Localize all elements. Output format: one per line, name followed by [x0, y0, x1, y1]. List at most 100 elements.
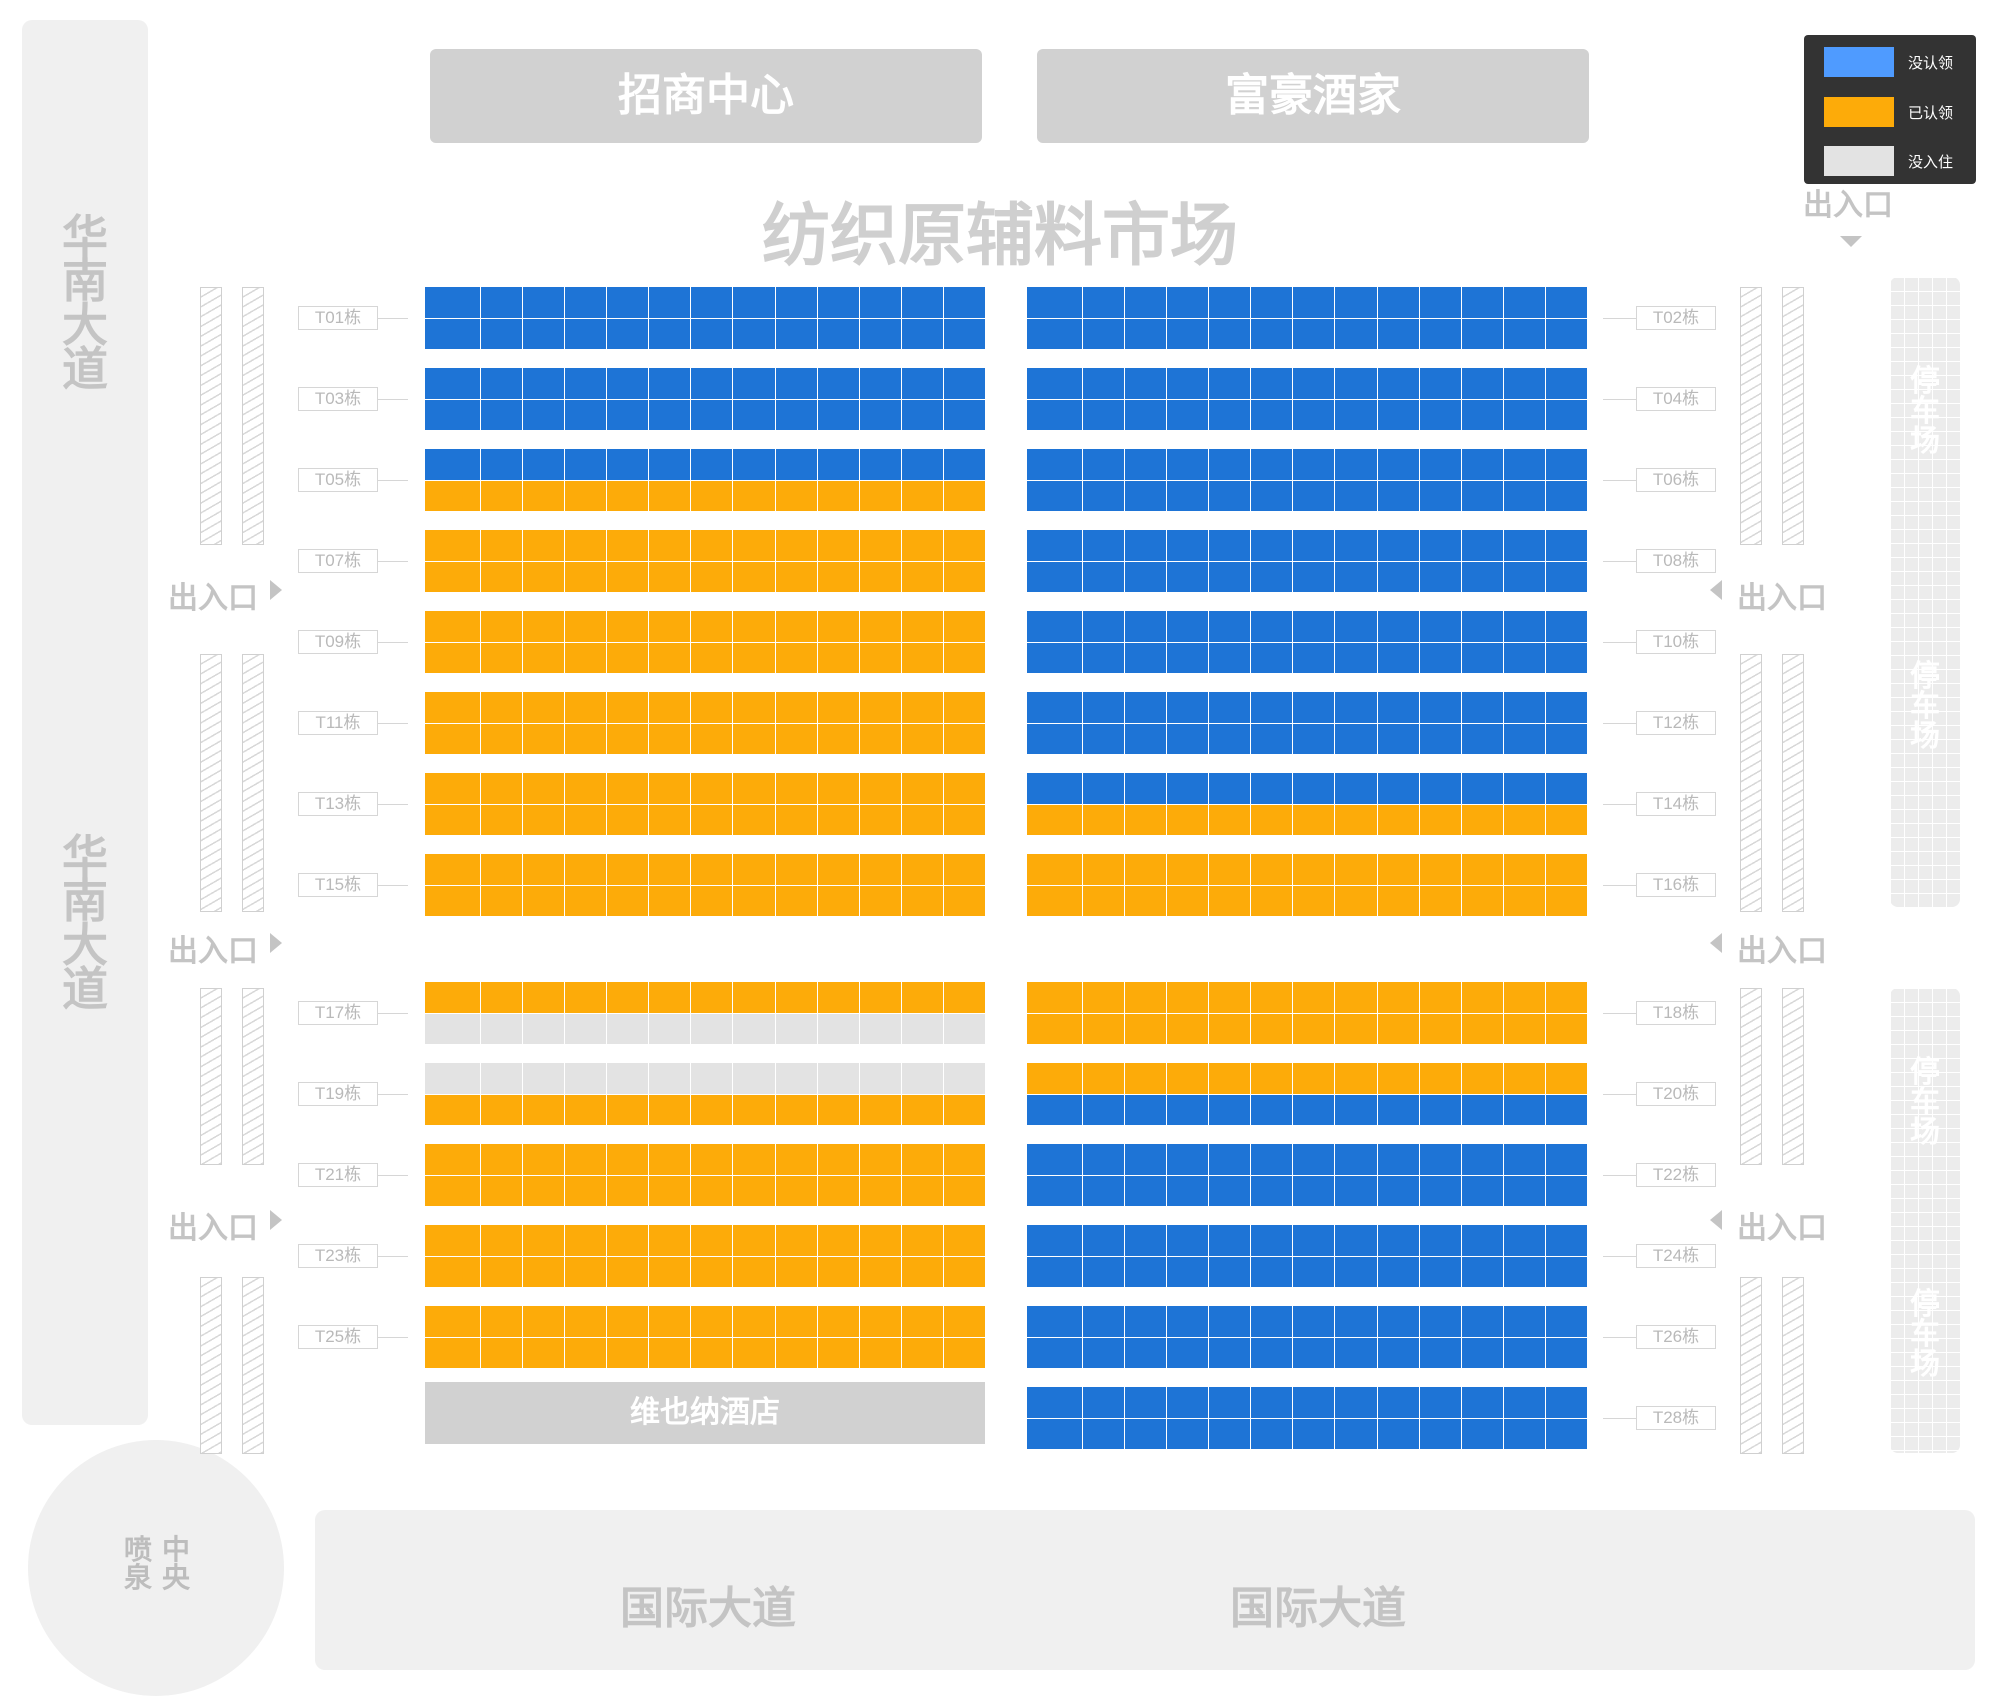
shop-unit[interactable] — [1419, 1144, 1461, 1175]
shop-unit[interactable] — [1293, 449, 1335, 480]
shop-unit[interactable] — [1125, 611, 1167, 642]
shop-unit[interactable] — [607, 1225, 649, 1256]
shop-unit[interactable] — [733, 561, 775, 592]
shop-unit[interactable] — [943, 1094, 985, 1125]
shop-unit[interactable] — [901, 399, 943, 430]
shop-unit[interactable] — [1461, 399, 1503, 430]
shop-unit[interactable] — [1377, 287, 1419, 318]
shop-unit[interactable] — [1167, 399, 1209, 430]
building-block-t13[interactable] — [425, 773, 985, 835]
shop-unit[interactable] — [1545, 449, 1587, 480]
shop-unit[interactable] — [775, 561, 817, 592]
shop-unit[interactable] — [1293, 561, 1335, 592]
shop-unit[interactable] — [1335, 854, 1377, 885]
shop-unit[interactable] — [1545, 1144, 1587, 1175]
shop-unit[interactable] — [565, 854, 607, 885]
shop-unit[interactable] — [1083, 804, 1125, 835]
shop-unit[interactable] — [691, 1225, 733, 1256]
shop-unit[interactable] — [607, 692, 649, 723]
shop-unit[interactable] — [733, 982, 775, 1013]
shop-unit[interactable] — [1461, 1256, 1503, 1287]
shop-unit[interactable] — [523, 1175, 565, 1206]
shop-unit[interactable] — [691, 287, 733, 318]
shop-unit[interactable] — [1335, 1063, 1377, 1094]
shop-unit[interactable] — [425, 530, 480, 561]
shop-unit[interactable] — [1167, 982, 1209, 1013]
shop-unit[interactable] — [817, 399, 859, 430]
shop-unit[interactable] — [1419, 885, 1461, 916]
shop-unit[interactable] — [1209, 318, 1251, 349]
shop-unit[interactable] — [1167, 368, 1209, 399]
shop-unit[interactable] — [1461, 318, 1503, 349]
shop-unit[interactable] — [817, 804, 859, 835]
shop-unit[interactable] — [691, 1063, 733, 1094]
shop-unit[interactable] — [817, 723, 859, 754]
shop-unit[interactable] — [1377, 318, 1419, 349]
shop-unit[interactable] — [1209, 1337, 1251, 1368]
shop-unit[interactable] — [649, 885, 691, 916]
shop-unit[interactable] — [1377, 561, 1419, 592]
shop-unit[interactable] — [1545, 982, 1587, 1013]
shop-unit[interactable] — [1335, 1256, 1377, 1287]
shop-unit[interactable] — [859, 642, 901, 673]
shop-unit[interactable] — [1125, 368, 1167, 399]
shop-unit[interactable] — [1027, 773, 1082, 804]
shop-unit[interactable] — [1461, 1094, 1503, 1125]
shop-unit[interactable] — [817, 480, 859, 511]
shop-unit[interactable] — [1167, 1063, 1209, 1094]
building-block-t16[interactable] — [1027, 854, 1587, 916]
shop-unit[interactable] — [1377, 530, 1419, 561]
shop-unit[interactable] — [1293, 1175, 1335, 1206]
shop-unit[interactable] — [1167, 1418, 1209, 1449]
shop-unit[interactable] — [607, 1144, 649, 1175]
shop-unit[interactable] — [565, 1306, 607, 1337]
shop-unit[interactable] — [1377, 368, 1419, 399]
shop-unit[interactable] — [1125, 449, 1167, 480]
shop-unit[interactable] — [1461, 723, 1503, 754]
shop-unit[interactable] — [817, 642, 859, 673]
shop-unit[interactable] — [901, 1063, 943, 1094]
shop-unit[interactable] — [1027, 561, 1082, 592]
shop-unit[interactable] — [817, 982, 859, 1013]
shop-unit[interactable] — [425, 561, 480, 592]
shop-unit[interactable] — [1167, 1225, 1209, 1256]
shop-unit[interactable] — [1293, 1144, 1335, 1175]
shop-unit[interactable] — [1419, 1256, 1461, 1287]
shop-unit[interactable] — [1209, 1094, 1251, 1125]
shop-unit[interactable] — [1545, 692, 1587, 723]
shop-unit[interactable] — [1027, 318, 1082, 349]
shop-unit[interactable] — [1377, 1144, 1419, 1175]
shop-unit[interactable] — [1027, 642, 1082, 673]
shop-unit[interactable] — [859, 723, 901, 754]
shop-unit[interactable] — [1209, 449, 1251, 480]
shop-unit[interactable] — [1083, 368, 1125, 399]
shop-unit[interactable] — [565, 723, 607, 754]
building-block-t20[interactable] — [1027, 1063, 1587, 1125]
shop-unit[interactable] — [1251, 1175, 1293, 1206]
shop-unit[interactable] — [1335, 368, 1377, 399]
shop-unit[interactable] — [1335, 723, 1377, 754]
shop-unit[interactable] — [607, 1337, 649, 1368]
shop-unit[interactable] — [1167, 773, 1209, 804]
shop-unit[interactable] — [1293, 642, 1335, 673]
shop-unit[interactable] — [1083, 1306, 1125, 1337]
shop-unit[interactable] — [901, 449, 943, 480]
shop-unit[interactable] — [565, 368, 607, 399]
shop-unit[interactable] — [775, 1144, 817, 1175]
shop-unit[interactable] — [733, 318, 775, 349]
shop-unit[interactable] — [1293, 1418, 1335, 1449]
shop-unit[interactable] — [1027, 1387, 1082, 1418]
shop-unit[interactable] — [649, 854, 691, 885]
shop-unit[interactable] — [607, 1306, 649, 1337]
shop-unit[interactable] — [901, 1256, 943, 1287]
shop-unit[interactable] — [607, 1256, 649, 1287]
shop-unit[interactable] — [1293, 1256, 1335, 1287]
shop-unit[interactable] — [1251, 982, 1293, 1013]
building-block-t26[interactable] — [1027, 1306, 1587, 1368]
shop-unit[interactable] — [607, 287, 649, 318]
shop-unit[interactable] — [1083, 642, 1125, 673]
shop-unit[interactable] — [1167, 611, 1209, 642]
shop-unit[interactable] — [1419, 642, 1461, 673]
shop-unit[interactable] — [649, 399, 691, 430]
shop-unit[interactable] — [649, 1144, 691, 1175]
